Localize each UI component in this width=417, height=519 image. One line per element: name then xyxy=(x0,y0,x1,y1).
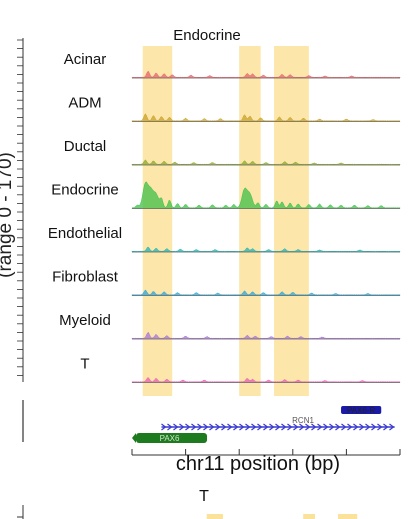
highlight-regions xyxy=(142,46,309,396)
coverage-area xyxy=(131,113,401,122)
coverage-area xyxy=(131,181,401,209)
track-label: Acinar xyxy=(64,51,107,68)
track-label: T xyxy=(80,356,89,373)
track-acinar: Acinar xyxy=(64,51,401,79)
next-highlight-1 xyxy=(206,514,223,519)
track-fibroblast: Fibroblast xyxy=(52,269,401,296)
track-label: Fibroblast xyxy=(52,269,119,286)
coverage-area xyxy=(131,289,401,296)
track-label: Myeloid xyxy=(59,312,111,329)
y-axis-label: (range 0 - 170) xyxy=(0,152,16,278)
gene-pax6-r: PAX6-R xyxy=(341,406,382,415)
track-endothelial: Endothelial xyxy=(48,225,401,253)
coverage-area xyxy=(131,246,401,253)
next-panel-highlights xyxy=(206,514,358,519)
next-panel-title: T xyxy=(199,488,209,505)
coverage-tracks: Acinar ADM Ductal Endocrine Endothelial Fibro… xyxy=(48,51,401,383)
track-label: ADM xyxy=(68,95,101,112)
coverage-area xyxy=(131,70,401,79)
track-label: Endothelial xyxy=(48,225,122,242)
track-adm: ADM xyxy=(68,95,401,122)
track-endocrine: Endocrine xyxy=(51,181,401,209)
track-t: T xyxy=(80,356,401,383)
gene-label: PAX6-R xyxy=(347,406,376,415)
track-ductal: Ductal xyxy=(64,138,401,166)
highlight-band-3 xyxy=(274,46,309,396)
track-myeloid: Myeloid xyxy=(59,312,401,340)
x-axis-label: chr11 position (bp) xyxy=(176,453,340,475)
next-highlight-2 xyxy=(303,514,315,519)
chart-title: Endocrine xyxy=(173,27,241,44)
track-label: Endocrine xyxy=(51,182,119,199)
gene-label: PAX6 xyxy=(160,434,180,443)
gene-rcn1: RCN1 xyxy=(161,416,395,431)
coverage-area xyxy=(131,377,401,383)
highlight-band-2 xyxy=(239,46,261,396)
coverage-area xyxy=(131,159,401,166)
gene-track: PAX6 RCN1 PAX6-R xyxy=(131,406,401,456)
y-axis xyxy=(17,38,24,519)
coverage-area xyxy=(131,331,401,340)
gene-pax6: PAX6 xyxy=(132,433,208,443)
next-highlight-3 xyxy=(338,514,358,519)
gene-label: RCN1 xyxy=(292,416,314,425)
highlight-band-1 xyxy=(142,46,173,396)
track-label: Ductal xyxy=(64,138,107,155)
